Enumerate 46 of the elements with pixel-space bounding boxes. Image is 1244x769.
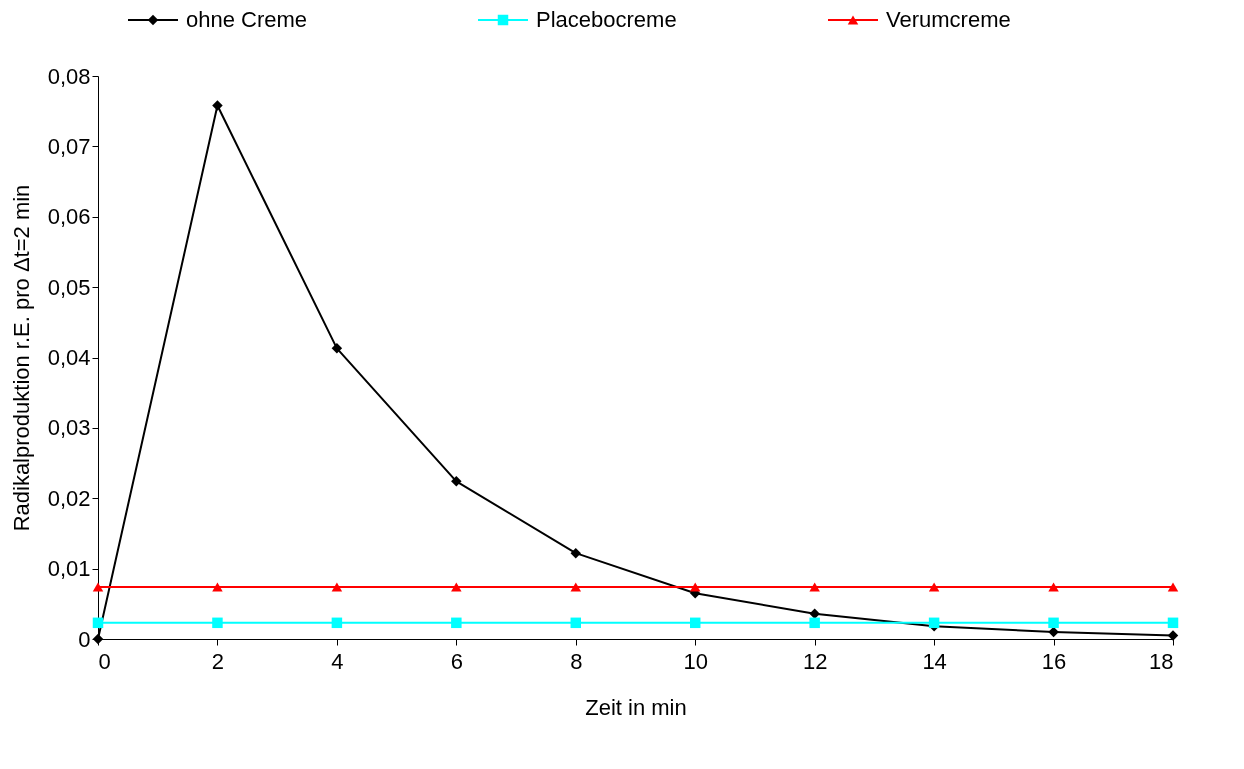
point	[1167, 630, 1179, 641]
point	[1048, 617, 1059, 629]
point	[331, 617, 343, 629]
point	[809, 617, 820, 629]
y-tick-label: 0,02	[47, 485, 91, 511]
point	[689, 617, 701, 629]
y-tick-label: 0,04	[47, 345, 91, 370]
x-tick-label: 2	[211, 648, 225, 674]
x-tick-label: 0	[98, 648, 111, 674]
point	[212, 582, 223, 592]
y-tick-label: 0,01	[47, 556, 91, 582]
point	[331, 582, 343, 592]
point	[92, 582, 104, 592]
point	[212, 100, 223, 111]
y-tick-label: 0,03	[47, 415, 91, 441]
legend-label: ohne Creme	[186, 7, 308, 32]
point	[570, 617, 582, 629]
point	[1167, 582, 1179, 592]
legend-label: Placebocreme	[536, 7, 677, 32]
x-tick-label: 8	[570, 648, 583, 674]
y-tick-label: 0,08	[47, 63, 91, 89]
x-tick-label: 18	[1149, 648, 1174, 674]
point	[1167, 617, 1179, 629]
legend-label: Verumcreme	[886, 7, 1011, 32]
point	[928, 582, 940, 592]
point	[212, 617, 223, 629]
y-tick-label: 0,05	[47, 274, 91, 300]
x-tick-label: 14	[922, 648, 947, 674]
point	[809, 608, 820, 619]
y-tick-label: 0,06	[47, 204, 91, 230]
point	[451, 476, 462, 487]
x-tick-label: 16	[1041, 648, 1067, 674]
point	[570, 547, 582, 559]
point	[928, 617, 940, 629]
point	[451, 617, 462, 629]
y-axis-title: Radikalproduktion r.E. pro Δt=2 min	[8, 184, 34, 532]
point	[1048, 582, 1059, 592]
point	[331, 343, 343, 354]
x-tick-label: 12	[802, 648, 828, 674]
y-tick-label: 0,07	[47, 133, 91, 159]
x-tick-label: 6	[450, 648, 463, 674]
x-tick-label: 10	[683, 648, 708, 674]
y-tick-label: 0	[78, 626, 91, 652]
x-axis-title: Zeit in min	[585, 694, 687, 720]
x-tick-label: 4	[331, 648, 344, 674]
point	[92, 617, 104, 629]
